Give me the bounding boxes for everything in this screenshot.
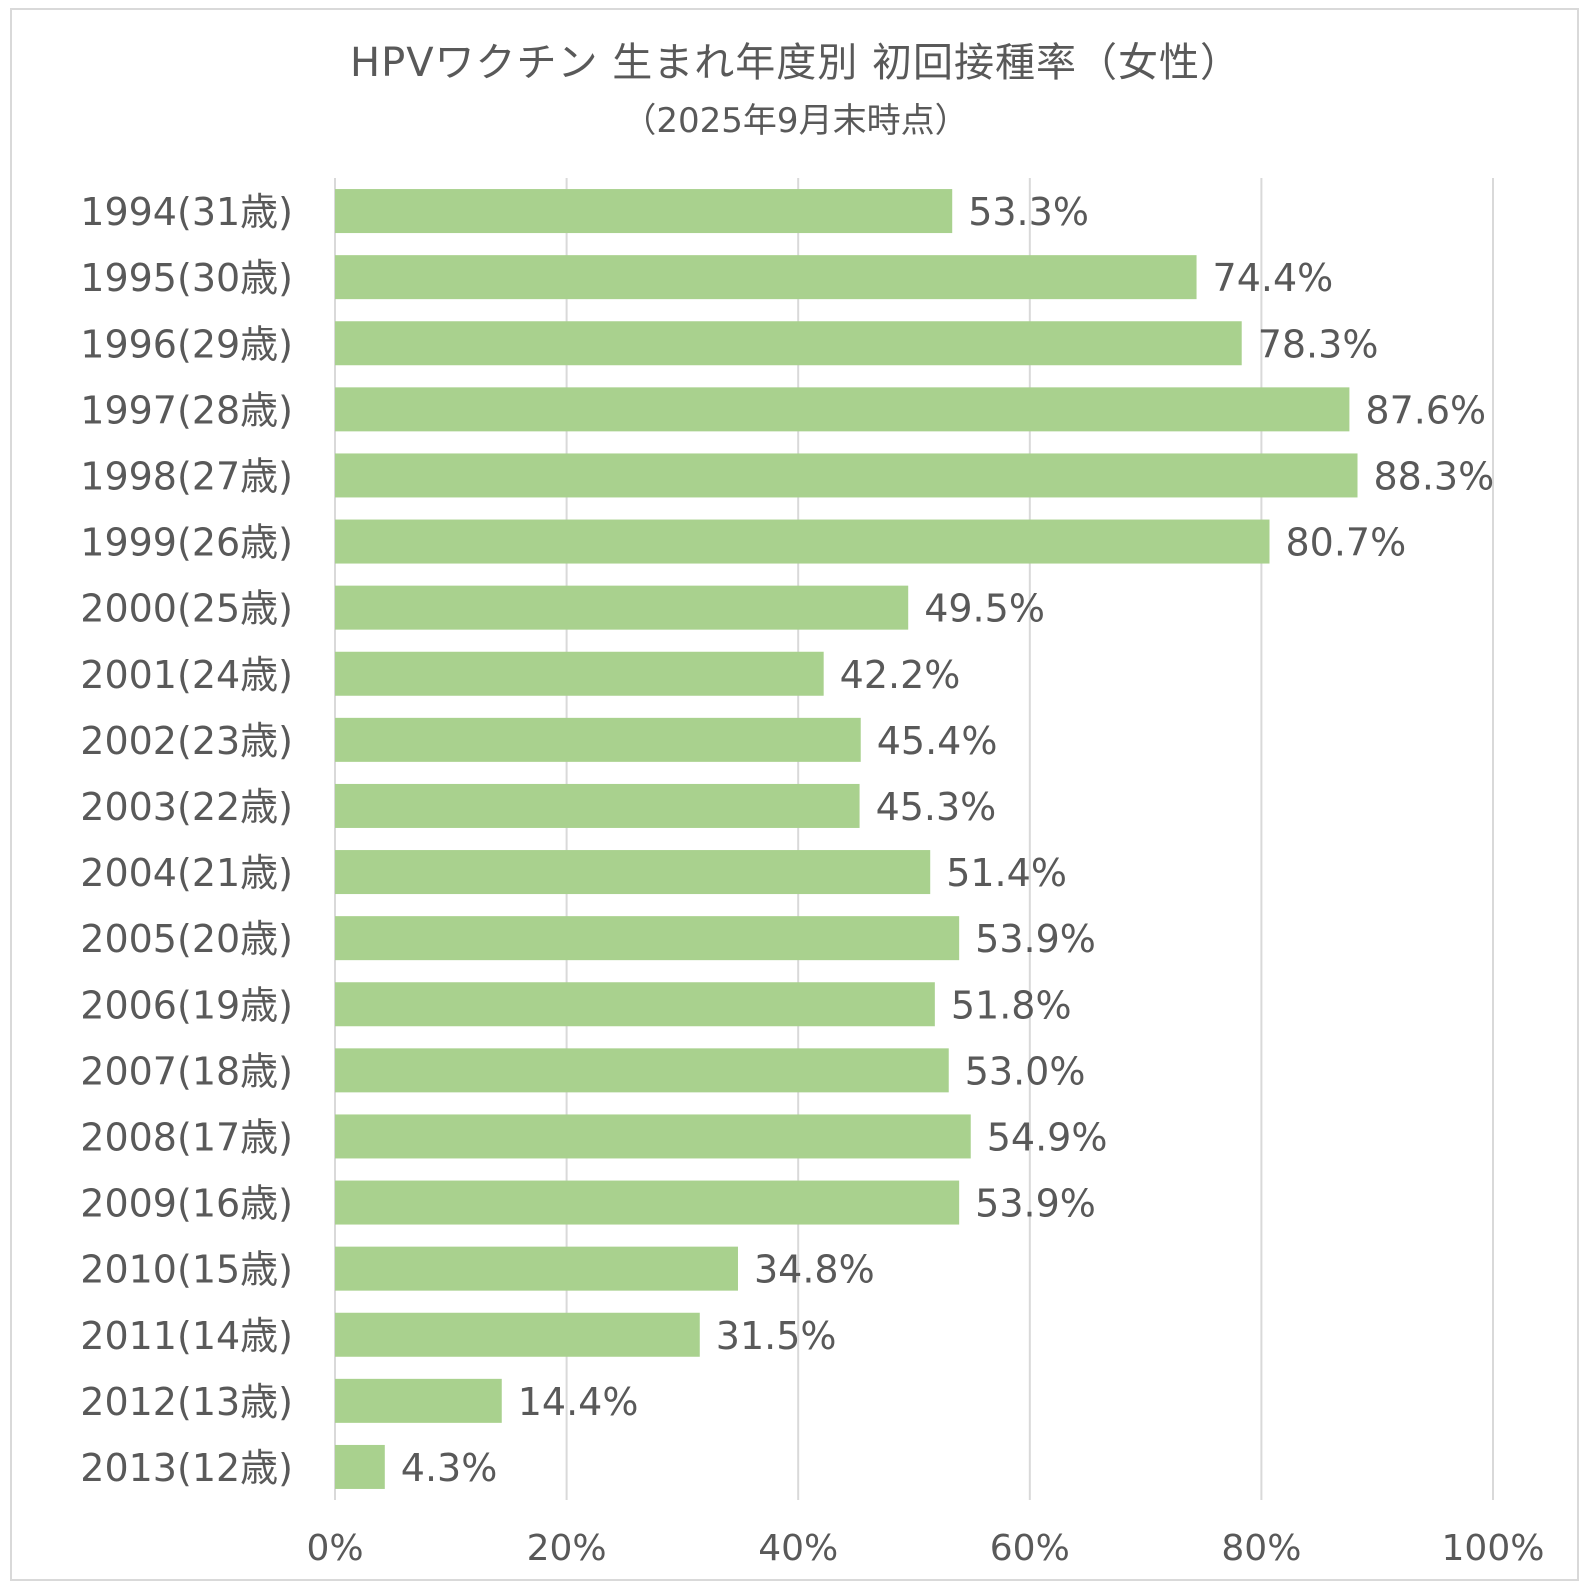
x-tick-label: 100%: [1442, 1528, 1545, 1569]
value-label: 51.8%: [951, 983, 1072, 1027]
value-label: 80.7%: [1286, 521, 1407, 565]
value-label: 53.3%: [968, 190, 1089, 234]
category-label: 2003(22歳): [80, 785, 293, 829]
category-label: 1998(27歳): [80, 454, 293, 498]
category-label: 2004(21歳): [80, 851, 293, 895]
bar: [335, 1378, 502, 1423]
value-label: 53.9%: [975, 1182, 1096, 1226]
category-label: 1994(31歳): [80, 190, 293, 234]
category-label: 2012(13歳): [80, 1380, 293, 1424]
bars: [335, 189, 1358, 1489]
category-label: 1997(28歳): [80, 388, 293, 432]
bar: [335, 850, 931, 895]
bar: [335, 1114, 971, 1159]
bar: [335, 453, 1358, 498]
value-label: 53.9%: [975, 917, 1096, 961]
value-label: 45.4%: [877, 719, 998, 763]
value-label: 78.3%: [1258, 322, 1379, 366]
category-label: 2005(20歳): [80, 917, 293, 961]
x-tick-label: 80%: [1221, 1528, 1301, 1569]
bar: [335, 1180, 960, 1225]
category-label: 2013(12歳): [80, 1446, 293, 1490]
category-label: 1996(29歳): [80, 322, 293, 366]
value-label: 31.5%: [716, 1314, 837, 1358]
value-label: 34.8%: [754, 1248, 875, 1292]
value-label: 74.4%: [1213, 256, 1334, 300]
bar: [335, 387, 1350, 432]
bar: [335, 1444, 385, 1489]
category-label: 2007(18歳): [80, 1049, 293, 1093]
category-label: 1999(26歳): [80, 521, 293, 565]
bar: [335, 321, 1242, 366]
value-labels: 53.3% 74.4% 78.3% 87.6% 88.3% 80.7% 49.5% 42.2%…: [401, 190, 1494, 1490]
chart-subtitle: （2025年9月末時点）: [622, 101, 969, 141]
x-tick-label: 20%: [527, 1528, 607, 1569]
category-label: 2009(16歳): [80, 1182, 293, 1226]
value-label: 87.6%: [1365, 388, 1486, 432]
value-label: 45.3%: [876, 785, 997, 829]
category-label: 2010(15歳): [80, 1248, 293, 1292]
category-labels: 1994(31歳) 1995(30歳) 1996(29歳) 1997(28歳) 1998…: [80, 190, 293, 1490]
category-label: 2002(23歳): [80, 719, 293, 763]
gridlines: [334, 178, 1494, 1500]
category-label: 2011(14歳): [80, 1314, 293, 1358]
category-label: 2000(25歳): [80, 587, 293, 631]
bar: [335, 1048, 949, 1093]
category-label: 2006(19歳): [80, 983, 293, 1027]
chart-title: HPVワクチン 生まれ年度別 初回接種率（女性）: [350, 40, 1241, 86]
value-label: 53.0%: [965, 1049, 1086, 1093]
bar: [335, 717, 861, 762]
bar: [335, 189, 953, 234]
value-label: 51.4%: [946, 851, 1067, 895]
bar: [335, 982, 935, 1027]
bar: [335, 1246, 738, 1291]
bar: [335, 255, 1197, 300]
bar: [335, 783, 860, 828]
bar: [335, 651, 824, 696]
value-label: 4.3%: [401, 1446, 498, 1490]
x-tick-label: 0%: [306, 1528, 363, 1569]
bar: [335, 519, 1270, 564]
category-label: 2008(17歳): [80, 1115, 293, 1159]
x-tick-label: 60%: [990, 1528, 1070, 1569]
bar: [335, 916, 960, 961]
value-label: 49.5%: [924, 587, 1045, 631]
bar: [335, 1312, 700, 1357]
value-label: 54.9%: [987, 1115, 1108, 1159]
bar: [335, 585, 909, 630]
x-axis-ticks: 0% 20% 40% 60% 80% 100%: [306, 1528, 1544, 1569]
value-label: 14.4%: [518, 1380, 639, 1424]
value-label: 88.3%: [1374, 454, 1495, 498]
category-label: 1995(30歳): [80, 256, 293, 300]
value-label: 42.2%: [840, 653, 961, 697]
category-label: 2001(24歳): [80, 653, 293, 697]
x-tick-label: 40%: [758, 1528, 838, 1569]
